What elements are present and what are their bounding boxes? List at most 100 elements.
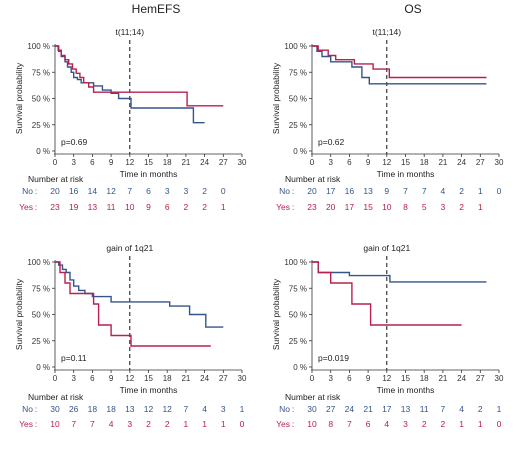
risk-count-yes: 7 xyxy=(90,419,95,429)
risk-count-no: 4 xyxy=(202,404,207,414)
x-tick-label: 30 xyxy=(495,374,504,383)
x-tick-label: 18 xyxy=(163,158,172,167)
risk-count-yes: 23 xyxy=(50,202,60,212)
risk-count-no: 2 xyxy=(478,404,483,414)
chart-panel-d: 0 %25 %50 %75 %100 %0 3 6 9 12 15 18 21 24 27 30Ti… xyxy=(271,243,504,429)
y-axis-label: Survival probability xyxy=(14,62,24,134)
risk-count-no: 0 xyxy=(497,186,502,196)
x-tick-label: 18 xyxy=(163,374,172,383)
y-tick-label: 25 % xyxy=(289,337,307,346)
risk-count-no: 18 xyxy=(88,404,98,414)
risk-colon-no: : xyxy=(35,404,37,414)
x-tick-label: 15 xyxy=(144,158,153,167)
column-title-left: HemEFS xyxy=(132,2,181,16)
panels: 0 %25 %50 %75 %100 %0 3 6 9 12 15 18 21 24 27 30Ti… xyxy=(14,27,504,429)
risk-count-no: 30 xyxy=(307,404,317,414)
risk-count-no: 3 xyxy=(184,186,189,196)
y-tick-label: 75 % xyxy=(289,68,307,77)
risk-label-no: No xyxy=(279,186,290,196)
x-tick-label: 12 xyxy=(382,158,391,167)
x-tick-label: 6 xyxy=(347,158,352,167)
x-tick-label: 30 xyxy=(238,374,247,383)
risk-count-no: 4 xyxy=(459,404,464,414)
risk-count-yes: 9 xyxy=(146,202,151,212)
risk-count-yes: 20 xyxy=(326,202,336,212)
x-tick-label: 6 xyxy=(90,158,95,167)
x-tick-label: 15 xyxy=(144,374,153,383)
risk-count-no: 17 xyxy=(326,186,336,196)
risk-count-yes: 2 xyxy=(422,419,427,429)
risk-count-yes: 2 xyxy=(202,202,207,212)
risk-count-no: 12 xyxy=(144,404,154,414)
x-axis-label: Time in months xyxy=(377,385,435,395)
risk-count-yes: 2 xyxy=(184,202,189,212)
x-tick-label: 24 xyxy=(200,158,209,167)
risk-count-yes: 1 xyxy=(478,202,483,212)
y-tick-label: 0 % xyxy=(293,363,307,372)
annotation-label: t(11;14) xyxy=(372,27,401,37)
chart-panel-a: 0 %25 %50 %75 %100 %0 3 6 9 12 15 18 21 24 27 30Ti… xyxy=(14,27,247,212)
y-tick-label: 25 % xyxy=(32,337,50,346)
chart-panel-b: 0 %25 %50 %75 %100 %0 3 6 9 12 15 18 21 24 27 30Ti… xyxy=(271,27,504,212)
risk-count-yes: 1 xyxy=(459,419,464,429)
risk-count-no: 20 xyxy=(307,186,317,196)
y-tick-label: 50 % xyxy=(289,95,307,104)
y-tick-label: 0 % xyxy=(36,147,50,156)
risk-count-no: 1 xyxy=(240,404,245,414)
x-tick-label: 27 xyxy=(219,158,228,167)
risk-count-no: 13 xyxy=(125,404,135,414)
x-tick-label: 21 xyxy=(438,374,447,383)
chart-panel-c: 0 %25 %50 %75 %100 %0 3 6 9 12 15 18 21 24 27 30Ti… xyxy=(14,243,247,429)
risk-count-no: 7 xyxy=(184,404,189,414)
risk-label-no: No xyxy=(22,186,33,196)
risk-count-yes: 19 xyxy=(69,202,79,212)
risk-count-no: 18 xyxy=(106,404,116,414)
risk-count-no: 1 xyxy=(497,404,502,414)
risk-count-no: 7 xyxy=(422,186,427,196)
x-tick-label: 9 xyxy=(366,158,371,167)
risk-count-yes: 5 xyxy=(422,202,427,212)
risk-count-yes: 3 xyxy=(127,419,132,429)
annotation-label: gain of 1q21 xyxy=(106,243,153,253)
x-tick-label: 0 xyxy=(310,374,315,383)
x-tick-label: 24 xyxy=(457,374,466,383)
x-tick-label: 12 xyxy=(382,374,391,383)
risk-count-yes: 2 xyxy=(165,419,170,429)
risk-count-yes: 4 xyxy=(384,419,389,429)
risk-count-no: 1 xyxy=(478,186,483,196)
y-tick-label: 100 % xyxy=(27,258,50,267)
annotation-label: gain of 1q21 xyxy=(363,243,410,253)
x-tick-label: 9 xyxy=(366,374,371,383)
risk-count-yes: 3 xyxy=(441,202,446,212)
risk-table-header: Number at risk xyxy=(285,174,341,184)
risk-count-yes: 2 xyxy=(441,419,446,429)
x-tick-label: 18 xyxy=(420,158,429,167)
risk-colon-yes: : xyxy=(35,202,37,212)
p-value-label: p=0.62 xyxy=(318,137,345,147)
risk-count-yes: 15 xyxy=(363,202,373,212)
km-curve-no xyxy=(312,45,487,85)
x-tick-label: 0 xyxy=(53,374,58,383)
risk-count-yes: 4 xyxy=(109,419,114,429)
risk-label-yes: Yes xyxy=(276,202,290,212)
risk-count-no: 7 xyxy=(403,186,408,196)
risk-count-yes: 1 xyxy=(221,202,226,212)
risk-label-yes: Yes xyxy=(276,419,290,429)
km-curve-no xyxy=(312,261,487,283)
y-tick-label: 0 % xyxy=(36,363,50,372)
y-tick-label: 75 % xyxy=(32,68,50,77)
y-tick-label: 25 % xyxy=(289,121,307,130)
risk-count-no: 0 xyxy=(221,186,226,196)
x-tick-label: 12 xyxy=(125,158,134,167)
x-tick-label: 3 xyxy=(328,158,333,167)
risk-count-no: 2 xyxy=(459,186,464,196)
x-tick-label: 15 xyxy=(401,374,410,383)
p-value-label: p=0.019 xyxy=(318,353,349,363)
risk-table-header: Number at risk xyxy=(28,392,84,402)
risk-count-yes: 0 xyxy=(497,419,502,429)
x-tick-label: 12 xyxy=(125,374,134,383)
p-value-label: p=0.11 xyxy=(61,353,87,363)
risk-count-yes: 23 xyxy=(307,202,317,212)
risk-count-yes: 2 xyxy=(146,419,151,429)
